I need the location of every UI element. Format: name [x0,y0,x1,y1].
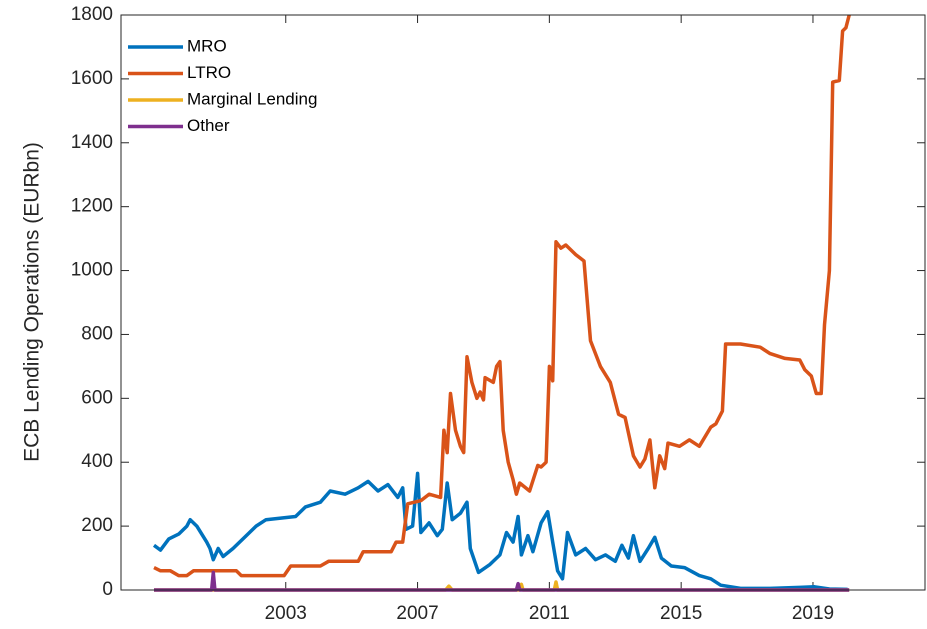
legend-label: Other [187,116,230,135]
y-tick-label: 800 [81,323,113,344]
data-line [153,14,851,578]
y-tick-label: 600 [81,387,113,408]
x-tick-label: 2003 [265,603,307,624]
legend-label: LTRO [187,63,231,82]
y-tick-label: 1600 [71,68,113,89]
x-tick-label: 2007 [396,603,438,624]
y-tick-label: 0 [102,579,113,600]
legend-label: Marginal Lending [187,89,317,108]
y-tick-label: 1200 [71,196,113,217]
axes-box [120,14,926,591]
x-tick-label: 2011 [529,603,570,624]
y-tick-label: 1000 [71,260,113,281]
y-tick-label: 400 [81,451,113,472]
plot-area [121,15,925,590]
x-tick-label: 2019 [792,603,834,624]
y-tick-label: 1800 [71,4,113,25]
legend-label: MRO [187,36,227,55]
data-line [152,471,848,592]
y-tick-label: 1400 [71,132,113,153]
y-axis-label: ECB Lending Operations (EURbn) [21,142,44,462]
y-tick-label: 200 [81,515,113,536]
data-line [154,580,850,592]
x-tick-label: 2015 [660,603,702,624]
